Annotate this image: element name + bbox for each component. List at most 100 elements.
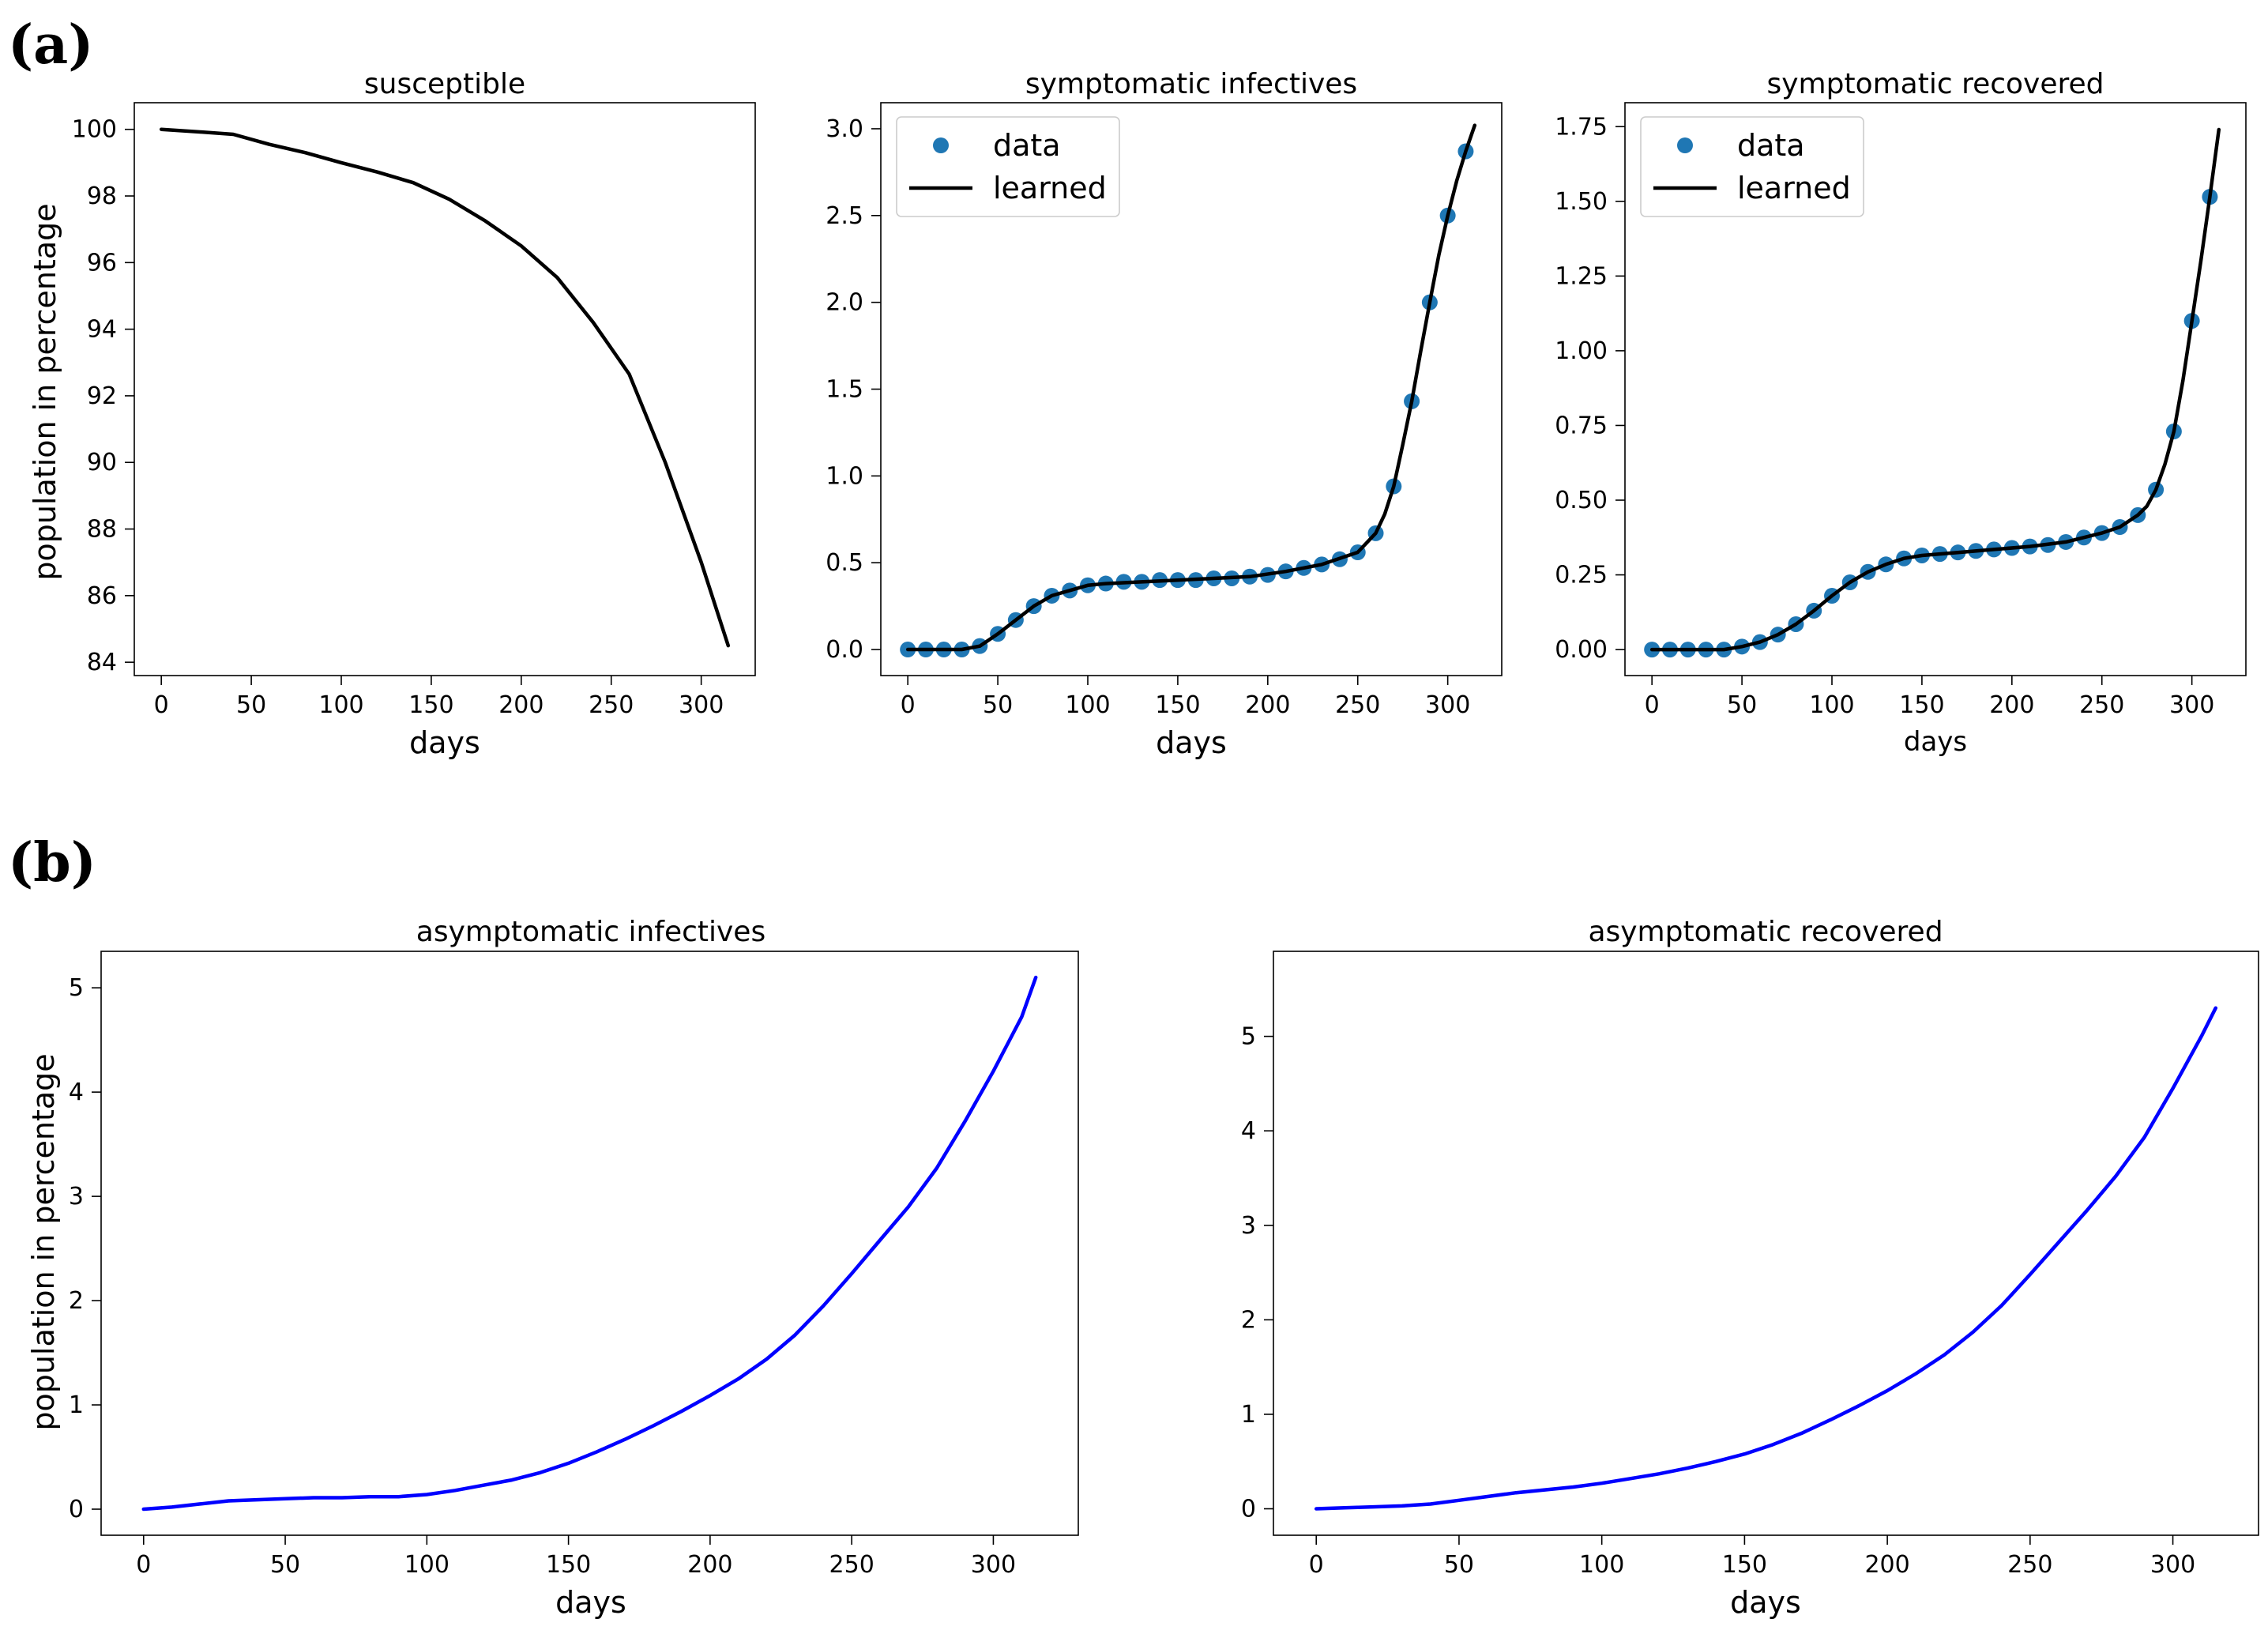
x-tick-label: 0	[136, 1551, 151, 1579]
x-axis-label: days	[409, 725, 480, 760]
x-tick-label: 150	[1155, 691, 1200, 719]
legend-label-learned: learned	[1737, 171, 1851, 205]
y-tick-label: 2.5	[826, 202, 863, 230]
y-tick-label: 92	[87, 382, 117, 410]
x-tick-label: 250	[2079, 691, 2124, 719]
x-tick-label: 150	[408, 691, 453, 719]
y-tick-label: 3	[69, 1183, 84, 1210]
x-tick-label: 250	[829, 1551, 874, 1579]
y-tick-label: 100	[72, 116, 117, 144]
x-tick-label: 250	[589, 691, 634, 719]
panel-label-b: (b)	[8, 831, 96, 894]
y-tick-label: 3.0	[826, 115, 863, 143]
x-tick-label: 100	[318, 691, 363, 719]
y-tick-label: 1	[1241, 1401, 1256, 1429]
x-tick-label: 200	[687, 1551, 732, 1579]
y-tick-label: 2	[69, 1287, 84, 1315]
chart-title: susceptible	[364, 68, 525, 100]
x-tick-label: 100	[1809, 691, 1854, 719]
legend-box	[896, 116, 1120, 217]
legend-label-data: data	[1737, 128, 1805, 163]
series-line-learned	[159, 127, 731, 648]
series-line-learned	[1649, 127, 2221, 652]
y-tick-label: 1.0	[826, 462, 863, 490]
y-tick-label: 0.5	[826, 549, 863, 577]
x-tick-label: 200	[1989, 691, 2034, 719]
x-tick-label: 150	[1722, 1551, 1767, 1579]
chart-title: asymptomatic infectives	[416, 916, 765, 948]
chart-symptomatic-recovered: symptomatic recovered days 0 50 100 150 200 2…	[1555, 68, 2247, 758]
y-tick-label: 0.25	[1555, 562, 1608, 589]
x-axis-label: days	[1904, 726, 1967, 758]
y-tick-label: 1.50	[1555, 188, 1608, 216]
x-tick-label: 150	[1899, 691, 1944, 719]
chart-symptomatic-infectives: symptomatic infectives days 0 50 100 150 200…	[826, 68, 1503, 760]
plot-frame	[100, 951, 1079, 1536]
x-tick-label: 250	[2007, 1551, 2052, 1579]
x-tick-label: 50	[1727, 691, 1757, 719]
y-tick-label: 0.75	[1555, 412, 1608, 439]
y-tick-label: 0.0	[826, 636, 863, 664]
y-tick-label: 4	[1241, 1117, 1256, 1145]
y-axis-label: population in percentage	[26, 1053, 61, 1430]
x-axis-label: days	[1156, 725, 1227, 760]
chart-asymptomatic-infectives: asymptomatic infectives days population …	[26, 916, 1079, 1620]
chart-title: asymptomatic recovered	[1588, 916, 1943, 948]
x-tick-label: 300	[2150, 1551, 2195, 1579]
y-tick-label: 5	[1241, 1023, 1256, 1051]
x-tick-label: 150	[546, 1551, 591, 1579]
chart-susceptible: susceptible days population in percentag…	[28, 68, 756, 760]
plot-frame	[1273, 951, 2259, 1536]
legend-marker-data	[933, 137, 949, 153]
panel-label-a: (a)	[8, 13, 93, 77]
y-tick-label: 88	[87, 516, 117, 544]
y-tick-label: 1	[69, 1391, 84, 1419]
y-tick-label: 2	[1241, 1306, 1256, 1334]
series-line-asymptomatic-recovered	[1314, 1006, 2218, 1511]
chart-title: symptomatic infectives	[1025, 68, 1357, 100]
y-tick-label: 1.5	[826, 376, 863, 404]
y-tick-label: 1.75	[1555, 113, 1608, 141]
x-tick-label: 0	[1309, 1551, 1324, 1579]
y-tick-label: 2.0	[826, 289, 863, 317]
series-line-learned	[905, 123, 1477, 652]
x-tick-label: 50	[270, 1551, 300, 1579]
x-tick-label: 0	[1645, 691, 1660, 719]
x-tick-label: 50	[1444, 1551, 1474, 1579]
y-tick-label: 90	[87, 449, 117, 476]
y-tick-label: 96	[87, 249, 117, 277]
x-tick-label: 50	[983, 691, 1013, 719]
y-axis-label: population in percentage	[28, 203, 62, 580]
y-tick-label: 5	[69, 974, 84, 1002]
y-tick-label: 94	[87, 316, 117, 344]
x-tick-label: 200	[498, 691, 543, 719]
x-tick-label: 300	[971, 1551, 1016, 1579]
y-tick-label: 0	[69, 1496, 84, 1523]
x-tick-label: 250	[1335, 691, 1380, 719]
y-tick-label: 1.00	[1555, 337, 1608, 365]
plot-frame	[134, 102, 756, 676]
y-tick-label: 1.25	[1555, 262, 1608, 290]
y-tick-label: 98	[87, 183, 117, 210]
y-tick-label: 0.00	[1555, 636, 1608, 664]
legend-label-data: data	[993, 128, 1061, 163]
x-tick-label: 200	[1864, 1551, 1909, 1579]
series-line-asymptomatic-infectives	[141, 975, 1038, 1512]
x-axis-label: days	[555, 1585, 626, 1620]
y-tick-label: 84	[87, 649, 117, 676]
y-tick-label: 4	[69, 1079, 84, 1106]
legend-label-learned: learned	[993, 171, 1107, 205]
legend-box	[1640, 116, 1864, 217]
y-tick-label: 0.50	[1555, 487, 1608, 514]
x-tick-label: 100	[1579, 1551, 1624, 1579]
x-tick-label: 300	[679, 691, 724, 719]
x-tick-label: 200	[1245, 691, 1290, 719]
y-tick-label: 0	[1241, 1496, 1256, 1523]
x-axis-label: days	[1730, 1585, 1801, 1620]
y-tick-label: 3	[1241, 1212, 1256, 1240]
x-tick-label: 300	[1425, 691, 1470, 719]
x-tick-label: 50	[236, 691, 266, 719]
legend-marker-data	[1677, 137, 1693, 153]
x-tick-label: 0	[901, 691, 916, 719]
